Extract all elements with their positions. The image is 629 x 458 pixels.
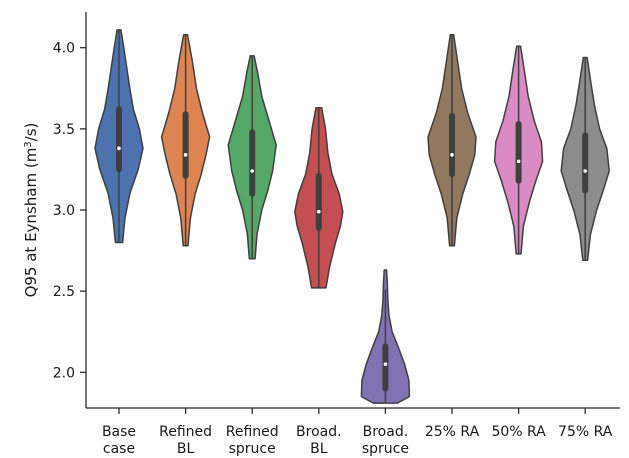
violin-median-point (317, 209, 321, 214)
x-tick-label: 25% RA (425, 424, 480, 440)
x-tick-label: 50% RA (491, 424, 546, 440)
violin-median-point (117, 146, 121, 151)
x-tick-label: Refined (159, 424, 212, 440)
x-tick-label: spruce (362, 441, 409, 457)
violin-median-point (516, 159, 521, 164)
x-tick-label: BL (177, 441, 195, 457)
x-tick-label: BL (310, 441, 328, 457)
violin-median-point (383, 362, 388, 366)
x-tick-label: 75% RA (558, 424, 613, 440)
x-ticks: BasecaseRefinedBLRefinedspruceBroad.BLBr… (102, 408, 613, 457)
y-axis-title: Q95 at Eynsham (m3/s) (22, 123, 40, 298)
x-tick-label: Broad. (296, 424, 342, 440)
y-tick-label: 2.5 (53, 284, 75, 300)
violin-median-point (450, 153, 454, 157)
x-tick-label: Refined (226, 424, 279, 440)
y-tick-label: 3.0 (53, 203, 75, 219)
violins-layer (94, 29, 610, 404)
violin-median-point (250, 169, 254, 173)
x-tick-label: Base (102, 424, 136, 440)
y-ticks: 2.0 2.5 3.0 3.5 4.0 (53, 41, 86, 381)
x-tick-label: case (103, 441, 135, 457)
x-tick-label: Broad. (363, 424, 409, 440)
axes-layer (85, 12, 620, 409)
y-tick-label: 3.5 (53, 122, 75, 138)
y-tick-label: 2.0 (53, 365, 75, 381)
violin-median-point (183, 153, 188, 157)
violin-median-point (583, 169, 587, 173)
y-tick-label: 4.0 (53, 41, 75, 57)
x-tick-label: spruce (229, 441, 276, 457)
